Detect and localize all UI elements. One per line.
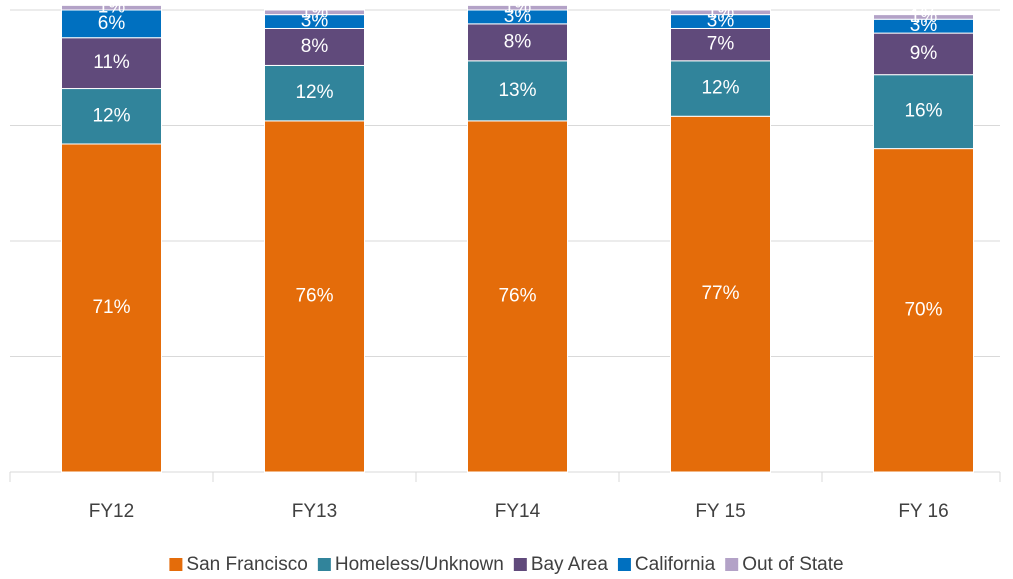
data-label: 9% <box>910 43 938 64</box>
legend-label: Bay Area <box>531 554 609 575</box>
bar-segment <box>467 120 568 473</box>
data-label: 8% <box>301 36 329 57</box>
legend-label: California <box>635 554 716 575</box>
legend-swatch <box>513 558 527 571</box>
data-label: 1% <box>707 1 735 22</box>
data-label: 1% <box>98 0 126 18</box>
x-tick-label: FY13 <box>292 501 337 522</box>
bar-segment <box>264 120 365 473</box>
legend-label: San Francisco <box>186 554 307 575</box>
bar-segment <box>873 148 974 473</box>
bar-segment <box>670 60 771 117</box>
bar-segment <box>873 74 974 150</box>
legend-swatch <box>725 558 739 571</box>
bar-segment <box>670 115 771 473</box>
data-label: 11% <box>93 52 130 73</box>
data-label: 70% <box>904 299 942 320</box>
x-tick-label: FY12 <box>89 501 134 522</box>
data-label: 3% <box>910 15 938 36</box>
data-label: 8% <box>504 31 532 52</box>
x-tick-label: FY 15 <box>695 501 745 522</box>
legend-swatch <box>317 558 331 571</box>
data-label: 1% <box>910 6 938 27</box>
bar-segment <box>61 9 162 39</box>
data-label: 12% <box>295 82 333 103</box>
data-label: 77% <box>701 283 739 304</box>
bar-segment <box>467 23 568 62</box>
legend-label: Out of State <box>742 554 843 575</box>
x-tick-label: FY14 <box>495 501 541 522</box>
bar-segment <box>264 64 365 122</box>
data-label: 1% <box>504 0 532 18</box>
data-label: 12% <box>701 78 739 99</box>
data-label: 76% <box>295 285 333 306</box>
bar-segment <box>873 14 974 20</box>
data-label: 16% <box>904 101 942 122</box>
bar-segment <box>467 60 568 122</box>
bar-segment <box>670 9 771 16</box>
bar-segment <box>264 27 365 66</box>
data-label: 7% <box>707 34 735 55</box>
bar-segment <box>467 4 568 11</box>
data-label: 71% <box>92 297 130 318</box>
bar-segment <box>670 27 771 62</box>
legend-label: Homeless/Unknown <box>335 554 504 575</box>
bar-segment <box>61 37 162 90</box>
data-label: 13% <box>498 80 536 101</box>
data-label: 3% <box>707 11 735 32</box>
bar-segment <box>61 88 162 145</box>
x-tick-label: FY 16 <box>898 501 948 522</box>
bar-segment <box>61 4 162 11</box>
data-label: 76% <box>498 285 536 306</box>
data-label: 3% <box>301 11 329 32</box>
bar-segment <box>61 143 162 473</box>
legend: San Francisco Homeless/Unknown Bay Area Cal… <box>169 554 844 575</box>
legend-swatch <box>169 558 183 571</box>
data-label: 3% <box>504 6 532 27</box>
bar-segment <box>264 9 365 16</box>
data-label: 1% <box>301 1 329 22</box>
data-label: 12% <box>92 105 130 126</box>
legend-swatch <box>617 558 631 571</box>
data-label: 6% <box>98 13 126 34</box>
